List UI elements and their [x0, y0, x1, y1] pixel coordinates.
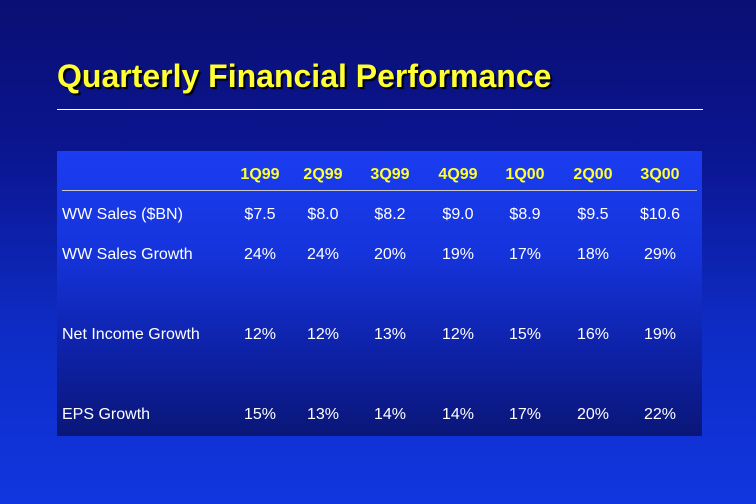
table-cell: 20% [576, 406, 610, 423]
row-label-eps-growth: EPS Growth [62, 406, 151, 423]
table-cell: $8.9 [509, 206, 541, 223]
table-cell: 24% [306, 246, 340, 263]
table-cell: $7.5 [244, 206, 276, 223]
table-cell: 12% [306, 326, 340, 343]
table-cell: $9.0 [442, 206, 474, 223]
column-header-4q99: 4Q99 [438, 166, 478, 183]
table-cell: $10.6 [639, 206, 681, 223]
column-header-3q99: 3Q99 [370, 166, 410, 183]
column-header-1q99: 1Q99 [240, 166, 280, 183]
column-header-2q99: 2Q99 [303, 166, 343, 183]
table-cell: 18% [576, 246, 610, 263]
title-divider [57, 109, 703, 110]
table-cell: 14% [441, 406, 475, 423]
table-cell: 24% [243, 246, 277, 263]
table-cell: 16% [576, 326, 610, 343]
financial-table: 1Q99 2Q99 3Q99 4Q99 1Q00 2Q00 3Q00 WW Sa… [57, 151, 702, 436]
table-cell: 20% [373, 246, 407, 263]
table-cell: 14% [373, 406, 407, 423]
row-label-net-income-growth: Net Income Growth [62, 326, 200, 343]
slide-title: Quarterly Financial Performance [57, 58, 552, 94]
column-header-3q00: 3Q00 [640, 166, 680, 183]
table-cell: $9.5 [577, 206, 609, 223]
table-cell: $8.0 [307, 206, 339, 223]
table-cell: 19% [441, 246, 475, 263]
table-cell: 17% [508, 406, 542, 423]
table-cell: $8.2 [374, 206, 406, 223]
table-cell: 15% [243, 406, 277, 423]
table-cell: 22% [643, 406, 677, 423]
table-cell: 15% [508, 326, 542, 343]
table-cell: 12% [243, 326, 277, 343]
header-divider [62, 190, 697, 191]
column-header-1q00: 1Q00 [505, 166, 545, 183]
table-cell: 17% [508, 246, 542, 263]
row-label-ww-sales: WW Sales ($BN) [62, 206, 183, 223]
table-cell: 19% [643, 326, 677, 343]
row-label-ww-sales-growth: WW Sales Growth [62, 246, 193, 263]
table-cell: 29% [643, 246, 677, 263]
table-cell: 13% [373, 326, 407, 343]
column-header-2q00: 2Q00 [573, 166, 613, 183]
table-cell: 12% [441, 326, 475, 343]
table-cell: 13% [306, 406, 340, 423]
